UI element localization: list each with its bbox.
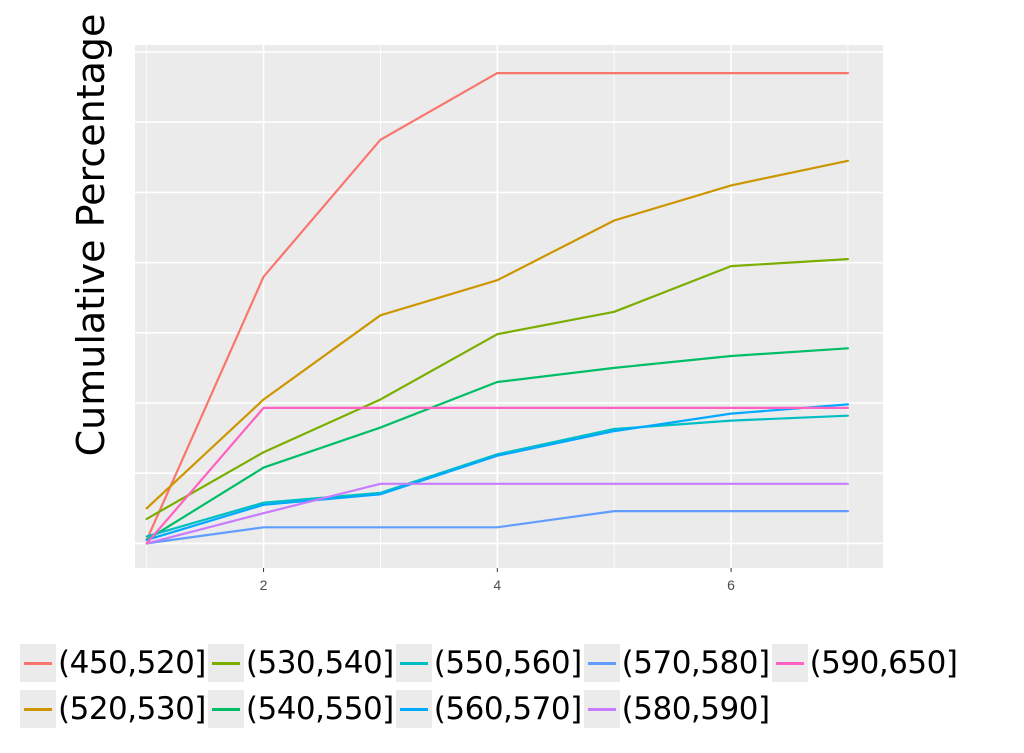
- legend-label: (540,550]: [245, 691, 394, 727]
- legend-key: [20, 690, 56, 728]
- series-line: [145, 414, 850, 538]
- legend-key: [207, 690, 244, 728]
- chart: 2 4 6 Cumulative Percentage: [69, 14, 883, 593]
- legend-label: (590,650]: [809, 645, 958, 681]
- series-line: [145, 403, 850, 542]
- x-tick-label: 2: [260, 577, 268, 593]
- x-tick-label: 4: [493, 577, 501, 593]
- legend-swatch: [399, 662, 428, 665]
- legend-row: (450,520] (530,540] (550,560] (570,580] (590…: [20, 640, 1020, 686]
- legend-item: (580,590]: [583, 690, 770, 728]
- series-line: [145, 159, 850, 510]
- series-line: [145, 71, 850, 542]
- legend-key: [20, 644, 56, 682]
- legend-label: (560,570]: [433, 691, 582, 727]
- legend-swatch: [587, 662, 616, 665]
- legend-item: (520,530]: [20, 690, 206, 728]
- legend-swatch: [211, 708, 240, 711]
- legend-row: (520,530] (540,550] (560,570] (580,590]: [20, 686, 1020, 732]
- legend-swatch: [24, 708, 52, 711]
- grid-major: [135, 45, 883, 568]
- legend-swatch: [775, 662, 804, 665]
- grid-minor: [146, 45, 849, 568]
- series-line: [145, 258, 850, 521]
- legend-label: (570,580]: [621, 645, 770, 681]
- series-line: [145, 406, 850, 545]
- series-line: [145, 482, 850, 545]
- legend-key: [771, 644, 808, 682]
- legend-label: (580,590]: [621, 691, 770, 727]
- legend-swatch: [211, 662, 240, 665]
- legend-label: (550,560]: [433, 645, 582, 681]
- series-lines: [145, 71, 850, 545]
- legend-swatch: [587, 708, 616, 711]
- plot-panel: [135, 45, 883, 568]
- legend-item: (450,520]: [20, 644, 206, 682]
- legend-key: [207, 644, 244, 682]
- legend-swatch: [399, 708, 428, 711]
- legend-key: [583, 644, 620, 682]
- legend-item: (550,560]: [395, 644, 582, 682]
- series-line: [145, 510, 850, 545]
- legend-label: (530,540]: [245, 645, 394, 681]
- legend: (450,520] (530,540] (550,560] (570,580] (590…: [20, 640, 1020, 732]
- y-axis-label: Cumulative Percentage: [69, 14, 113, 457]
- legend-item: (590,650]: [771, 644, 958, 682]
- legend-key: [395, 690, 432, 728]
- legend-item: (560,570]: [395, 690, 582, 728]
- legend-item: (540,550]: [207, 690, 394, 728]
- x-tick-label: 6: [727, 577, 735, 593]
- series-line: [145, 347, 850, 542]
- legend-key: [395, 644, 432, 682]
- legend-label: (520,530]: [58, 691, 206, 727]
- legend-swatch: [24, 662, 52, 665]
- legend-key: [583, 690, 620, 728]
- legend-item: (570,580]: [583, 644, 770, 682]
- x-axis: 2 4 6: [260, 568, 735, 593]
- legend-label: (450,520]: [58, 645, 206, 681]
- legend-item: (530,540]: [207, 644, 394, 682]
